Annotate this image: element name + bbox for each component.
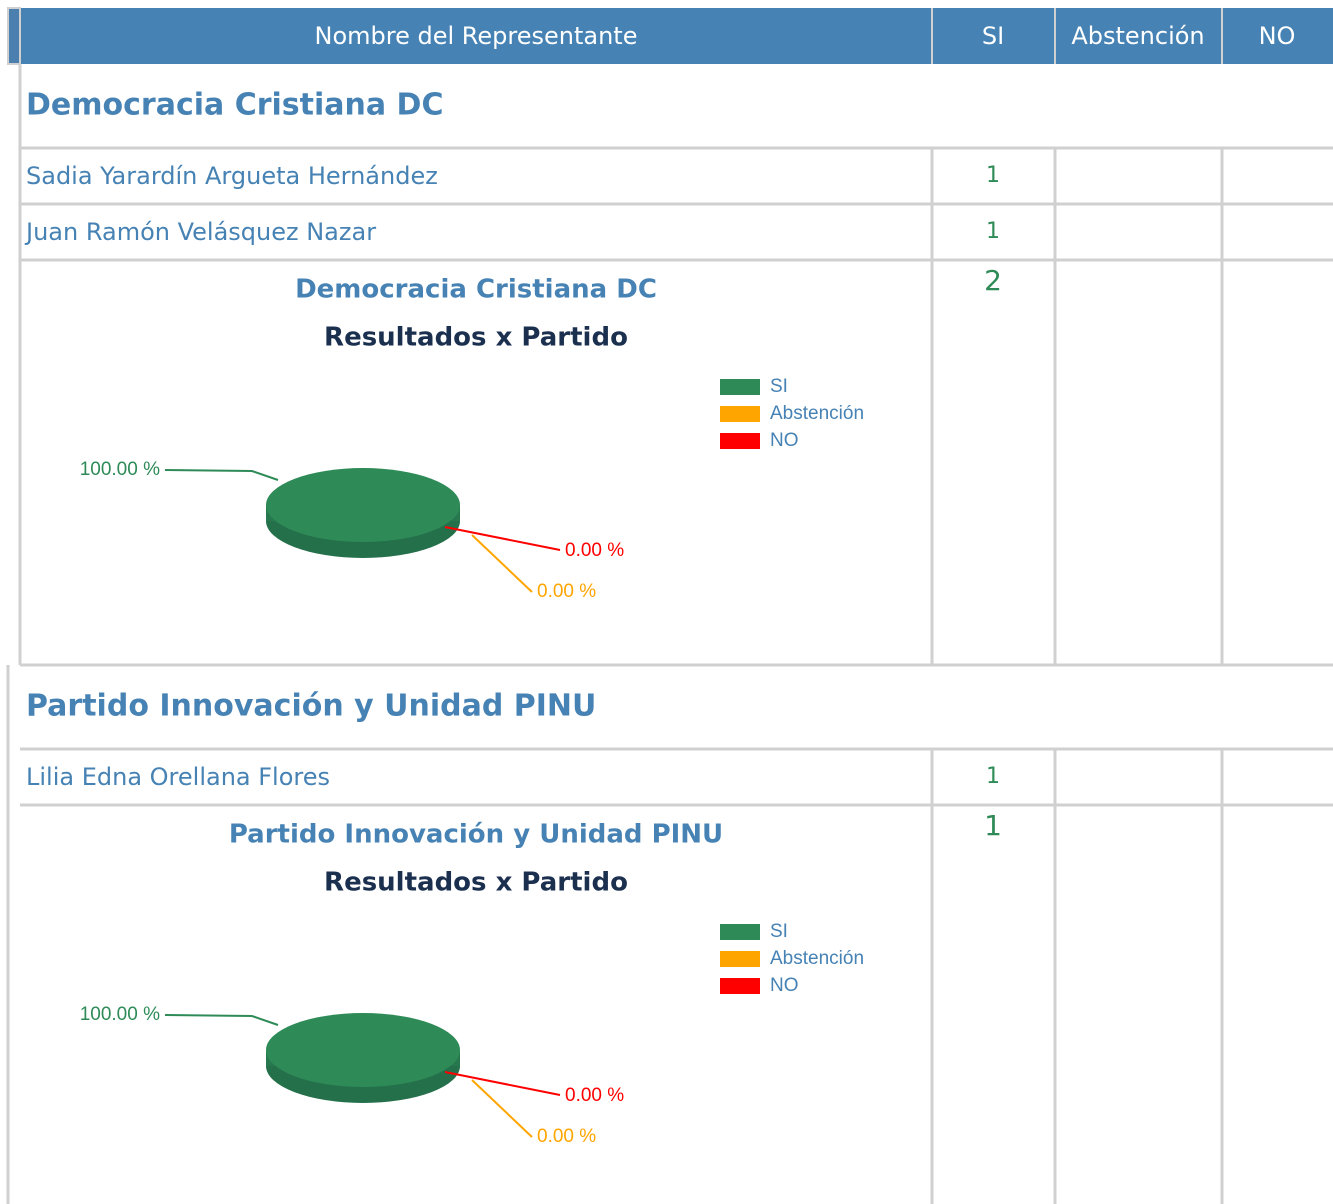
slice-label: 0.00 % [537, 1126, 596, 1147]
header-corner [7, 7, 21, 65]
member-name: Lilia Edna Orellana Flores [26, 763, 330, 791]
legend-swatch [720, 379, 760, 395]
label-leader [164, 469, 279, 481]
si-total: 1 [984, 809, 1002, 842]
pie-slice [363, 468, 383, 505]
slice-label: 0.00 % [565, 540, 624, 561]
slice-label: 100.00 % [80, 1004, 160, 1025]
chart-title: Democracia Cristiana DC [295, 275, 657, 305]
legend-label: SI [770, 376, 788, 397]
chart-subtitle: Resultados x Partido [324, 868, 628, 898]
chart: Democracia Cristiana DC Resultados x Part… [80, 275, 864, 603]
label-leader [471, 1079, 533, 1138]
legend-label: NO [770, 430, 799, 451]
member-name: Juan Ramón Velásquez Nazar [24, 218, 376, 246]
chart: Partido Innovación y Unidad PINU Resultad… [80, 820, 864, 1148]
label-leader [444, 1071, 561, 1096]
si-vote: 1 [986, 219, 1000, 244]
slice-label: 100.00 % [80, 459, 160, 480]
header-bar [8, 8, 1333, 64]
party-heading: Democracia Cristiana DC [26, 88, 443, 123]
chart-title: Partido Innovación y Unidad PINU [229, 820, 723, 850]
legend-swatch [720, 433, 760, 449]
legend-swatch [720, 951, 760, 967]
si-vote: 1 [986, 163, 1000, 188]
chart-subtitle: Resultados x Partido [324, 323, 628, 353]
column-header: Nombre del Representante [315, 22, 638, 50]
column-header: SI [982, 22, 1004, 50]
legend-label: Abstención [770, 948, 864, 969]
column-header: Abstención [1071, 22, 1204, 50]
legend-label: Abstención [770, 403, 864, 424]
label-leader [471, 534, 533, 593]
legend-swatch [720, 978, 760, 994]
slice-label: 0.00 % [565, 1085, 624, 1106]
legend-label: NO [770, 975, 799, 996]
legend-label: SI [770, 921, 788, 942]
legend-swatch [720, 924, 760, 940]
column-header: NO [1259, 22, 1296, 50]
legend-swatch [720, 406, 760, 422]
si-vote: 1 [986, 764, 1000, 789]
party-heading: Partido Innovación y Unidad PINU [26, 689, 596, 724]
si-total: 2 [984, 264, 1002, 297]
slice-label: 0.00 % [537, 581, 596, 602]
label-leader [164, 1014, 279, 1026]
member-name: Sadia Yarardín Argueta Hernández [26, 162, 438, 190]
label-leader [444, 526, 561, 551]
